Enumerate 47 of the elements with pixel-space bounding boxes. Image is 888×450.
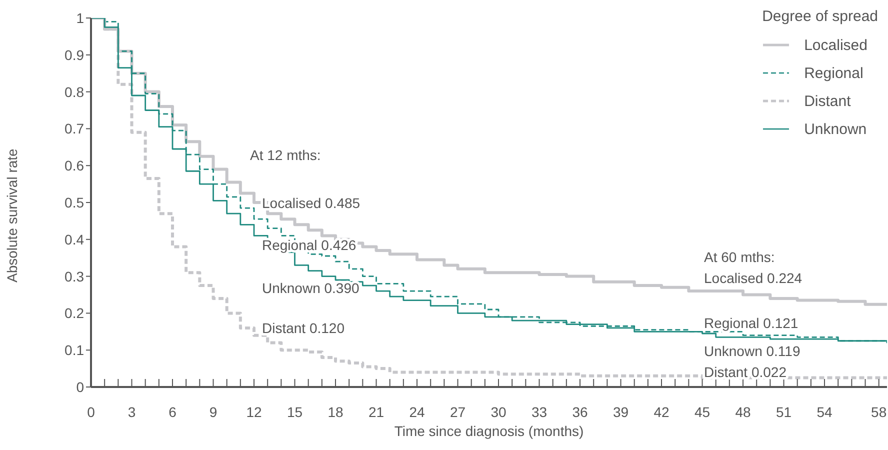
y-tick-label: 0 <box>76 378 84 395</box>
legend-label: Unknown <box>804 120 867 138</box>
y-tick-label: 1 <box>76 10 84 26</box>
x-tick-label: 54 <box>816 404 833 420</box>
y-tick-label: 0.7 <box>64 120 84 137</box>
annotation: Distant 0.022 <box>704 364 787 380</box>
x-tick-label: 0 <box>87 404 96 420</box>
annotation: Distant 0.120 <box>262 320 345 336</box>
x-tick-label: 51 <box>776 404 792 420</box>
legend-label: Localised <box>804 36 868 54</box>
y-tick-label: 0.1 <box>64 342 84 358</box>
legend-label: Regional <box>804 64 864 82</box>
x-tick-label: 21 <box>368 404 384 420</box>
x-tick-label: 27 <box>450 404 466 420</box>
annotation: At 12 mths: <box>250 147 321 163</box>
x-tick-label: 18 <box>328 404 344 420</box>
x-tick-label: 9 <box>209 404 218 420</box>
y-tick-label: 0.8 <box>64 84 84 100</box>
y-axis-title: Absolute survival rate <box>4 148 20 282</box>
x-tick-label: 6 <box>168 404 177 420</box>
annotation: Localised 0.224 <box>704 270 802 286</box>
x-tick-label: 30 <box>490 404 507 420</box>
x-tick-label: 15 <box>286 404 303 420</box>
y-tick-label: 0.9 <box>64 46 84 63</box>
y-tick-label: 0.2 <box>64 305 84 322</box>
x-tick-label: 33 <box>531 404 548 420</box>
x-tick-label: 24 <box>409 404 426 420</box>
y-tick-label: 0.4 <box>64 231 84 248</box>
legend-title: Degree of spread <box>762 8 878 25</box>
x-tick-label: 12 <box>246 404 262 420</box>
annotation: Unknown 0.119 <box>704 343 800 359</box>
annotation: At 60 mths: <box>704 249 775 265</box>
annotation: Regional 0.121 <box>704 315 798 331</box>
annotation: Localised 0.485 <box>262 195 360 211</box>
x-tick-label: 45 <box>694 404 710 420</box>
x-tick-label: 3 <box>128 404 136 420</box>
x-tick-label: 58 <box>871 404 887 420</box>
y-tick-label: 0.3 <box>64 268 84 284</box>
x-axis-title: Time since diagnosis (months) <box>394 423 584 439</box>
legend-label: Distant <box>804 92 851 110</box>
x-tick-label: 39 <box>612 404 629 420</box>
annotation: Unknown 0.390 <box>262 280 360 296</box>
y-tick-label: 0.6 <box>64 158 84 174</box>
y-tick-label: 0.5 <box>64 194 84 210</box>
x-tick-label: 42 <box>654 404 670 420</box>
x-tick-label: 48 <box>735 404 752 420</box>
x-tick-label: 36 <box>572 404 588 420</box>
